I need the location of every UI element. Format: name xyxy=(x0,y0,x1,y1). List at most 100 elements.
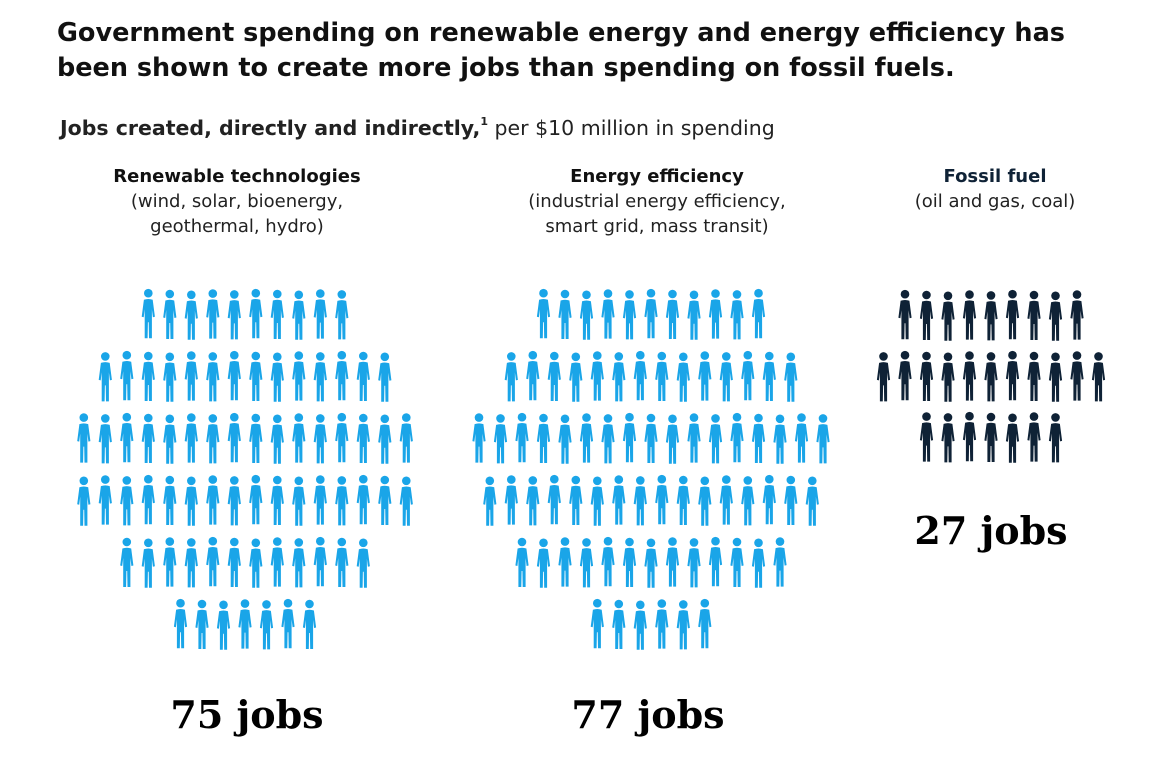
person-silhouette-icon xyxy=(313,536,327,587)
person-silhouette-icon xyxy=(270,475,284,525)
person-silhouette-icon xyxy=(558,537,572,587)
person-silhouette-icon xyxy=(163,475,177,525)
person-silhouette-icon xyxy=(356,351,370,401)
person-silhouette-icon xyxy=(569,352,583,402)
person-silhouette-icon xyxy=(601,414,615,464)
person-silhouette-icon xyxy=(622,537,637,587)
person-silhouette-icon xyxy=(1027,351,1041,401)
chart-subtitle: Jobs created, directly and indirectly,1 … xyxy=(60,115,775,140)
person-silhouette-icon xyxy=(141,351,155,401)
column-header-efficiency: Energy efficiency (industrial energy eff… xyxy=(507,164,807,239)
person-silhouette-icon xyxy=(163,414,177,464)
person-silhouette-icon xyxy=(751,288,766,339)
person-silhouette-icon xyxy=(676,352,690,402)
category-detail-line: (wind, solar, bioenergy, xyxy=(130,191,344,212)
person-silhouette-icon xyxy=(579,538,594,588)
person-silhouette-icon xyxy=(919,412,934,462)
person-silhouette-icon xyxy=(141,288,155,339)
person-silhouette-icon xyxy=(633,600,647,650)
person-silhouette-icon xyxy=(335,350,349,401)
category-detail-line: (oil and gas, coal) xyxy=(914,191,1076,212)
person-silhouette-icon xyxy=(687,290,701,340)
person-silhouette-icon xyxy=(504,475,518,525)
person-silhouette-icon xyxy=(292,538,306,588)
person-silhouette-icon xyxy=(378,475,392,525)
person-silhouette-icon xyxy=(1027,290,1041,340)
total-label-renewable: 75 jobs xyxy=(170,692,323,737)
person-silhouette-icon xyxy=(270,537,284,587)
person-silhouette-icon xyxy=(313,475,327,525)
person-silhouette-icon xyxy=(335,290,349,340)
person-silhouette-icon xyxy=(762,351,776,401)
person-silhouette-icon xyxy=(1048,413,1063,463)
subtitle-bold: Jobs created, directly and indirectly, xyxy=(60,116,481,140)
person-silhouette-icon xyxy=(493,414,508,464)
person-silhouette-icon xyxy=(1005,413,1020,463)
column-header-renewable: Renewable technologies (wind, solar, bio… xyxy=(97,164,377,239)
person-silhouette-icon xyxy=(356,474,370,525)
person-silhouette-icon xyxy=(206,414,220,464)
person-silhouette-icon xyxy=(558,289,572,339)
person-silhouette-icon xyxy=(751,413,766,463)
person-silhouette-icon xyxy=(741,350,755,401)
person-silhouette-icon xyxy=(335,476,349,526)
person-silhouette-icon xyxy=(919,351,934,401)
person-silhouette-icon xyxy=(1091,352,1106,402)
person-silhouette-icon xyxy=(281,598,295,649)
person-silhouette-icon xyxy=(601,289,615,339)
person-silhouette-icon xyxy=(313,289,327,339)
person-silhouette-icon xyxy=(526,476,540,526)
person-silhouette-icon xyxy=(655,351,669,401)
person-silhouette-icon xyxy=(120,350,134,401)
person-silhouette-icon xyxy=(526,350,540,401)
person-silhouette-icon xyxy=(644,288,658,339)
person-silhouette-icon xyxy=(751,538,766,588)
person-silhouette-icon xyxy=(313,414,327,464)
person-silhouette-icon xyxy=(719,352,733,402)
person-silhouette-icon xyxy=(504,352,518,402)
person-silhouette-icon xyxy=(141,474,155,525)
person-silhouette-icon xyxy=(622,412,637,463)
person-silhouette-icon xyxy=(184,476,198,526)
person-silhouette-icon xyxy=(941,413,955,463)
person-silhouette-icon xyxy=(227,537,241,587)
person-silhouette-icon xyxy=(98,475,112,525)
total-label-efficiency: 77 jobs xyxy=(571,692,724,737)
person-silhouette-icon xyxy=(1070,351,1084,401)
person-silhouette-icon xyxy=(302,599,317,649)
person-silhouette-icon xyxy=(876,352,891,402)
person-silhouette-icon xyxy=(163,289,177,339)
person-silhouette-icon xyxy=(378,352,392,402)
person-silhouette-icon xyxy=(227,290,241,340)
person-silhouette-icon xyxy=(173,598,188,649)
person-silhouette-icon xyxy=(227,350,241,401)
person-silhouette-icon xyxy=(1070,290,1084,340)
person-silhouette-icon xyxy=(558,414,572,464)
person-silhouette-icon xyxy=(741,476,755,526)
person-silhouette-icon xyxy=(708,536,723,587)
person-silhouette-icon xyxy=(120,476,134,526)
person-silhouette-icon xyxy=(184,538,198,588)
footnote-marker: 1 xyxy=(480,115,488,129)
person-silhouette-icon xyxy=(1005,350,1020,401)
person-silhouette-icon xyxy=(569,475,583,525)
person-silhouette-icon xyxy=(515,537,529,587)
category-name: Fossil fuel xyxy=(943,166,1047,187)
person-silhouette-icon xyxy=(962,411,977,462)
person-silhouette-icon xyxy=(687,538,701,588)
person-silhouette-icon xyxy=(184,290,198,340)
total-label-fossil: 27 jobs xyxy=(914,508,1067,553)
person-silhouette-icon xyxy=(794,413,809,463)
person-silhouette-icon xyxy=(898,350,912,401)
person-silhouette-icon xyxy=(206,289,220,339)
person-silhouette-icon xyxy=(399,476,413,526)
person-silhouette-icon xyxy=(249,474,263,525)
category-name: Energy efficiency xyxy=(570,166,744,187)
person-silhouette-icon xyxy=(962,290,977,340)
person-silhouette-icon xyxy=(292,413,306,463)
person-silhouette-icon xyxy=(676,600,690,650)
person-silhouette-icon xyxy=(633,476,647,526)
person-silhouette-icon xyxy=(730,290,744,340)
person-silhouette-icon xyxy=(1027,412,1041,462)
person-silhouette-icon xyxy=(249,538,263,588)
